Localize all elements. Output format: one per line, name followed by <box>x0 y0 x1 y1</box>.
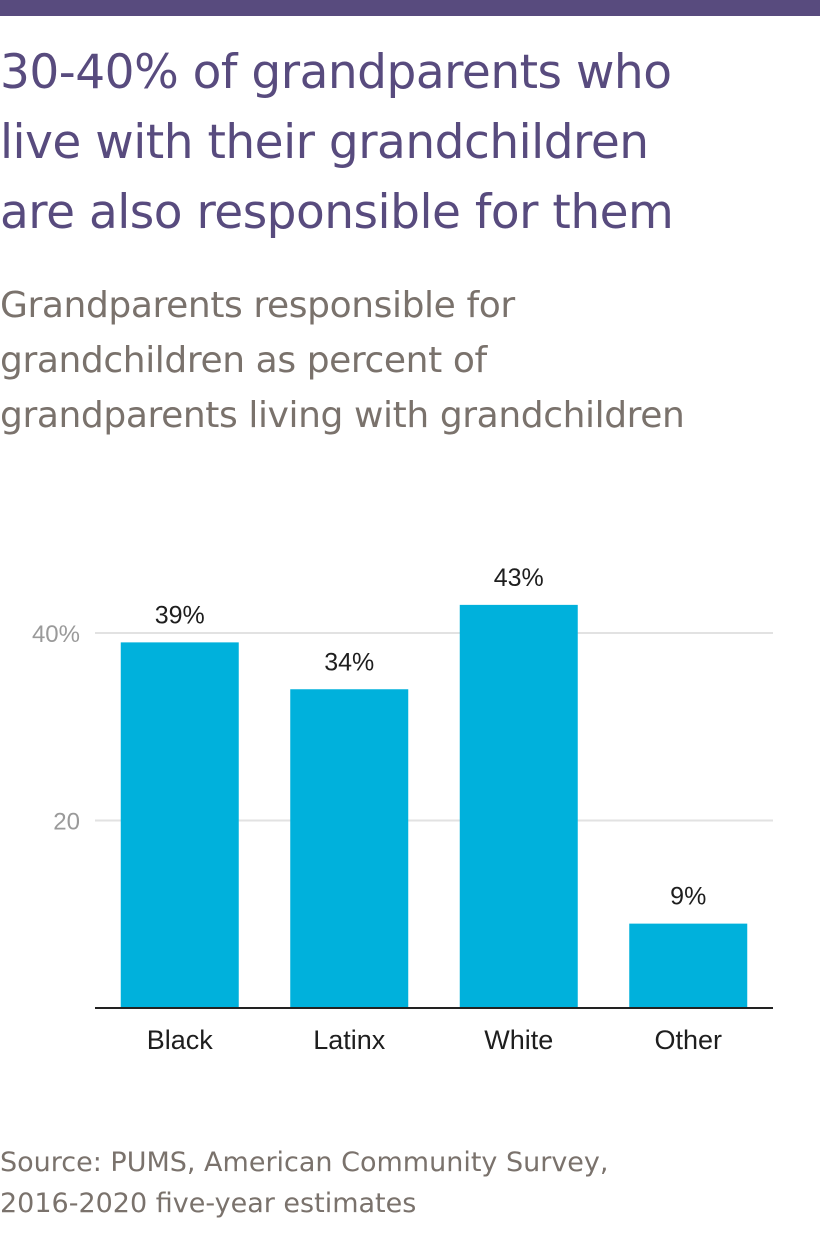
value-label: 39% <box>155 601 205 629</box>
source-note: Source: PUMS, American Community Survey,… <box>0 1147 609 1219</box>
value-label: 9% <box>670 883 706 911</box>
bar-black <box>120 642 239 1008</box>
chart-subtitle: Grandparents responsible for grandchildr… <box>0 285 685 436</box>
top-accent-bar <box>0 0 820 16</box>
x-tick-label: Other <box>654 1025 722 1055</box>
bars <box>120 604 748 1008</box>
value-label: 43% <box>494 564 544 592</box>
y-tick-label: 40% <box>32 621 80 648</box>
x-tick-label: Black <box>147 1025 214 1055</box>
bar-white <box>459 604 578 1008</box>
bar-other <box>629 923 748 1008</box>
bar-chart-svg: 20 40% 39% Black 34% Latinx 43% White 9% Other <box>32 564 773 1055</box>
x-tick-label: Latinx <box>313 1025 386 1055</box>
y-tick-label: 20 <box>53 809 80 836</box>
labels: 20 40% 39% Black 34% Latinx 43% White 9% Other <box>32 564 722 1055</box>
value-label: 34% <box>324 648 374 676</box>
x-tick-label: White <box>484 1025 553 1055</box>
bar-latinx <box>290 689 409 1008</box>
bar-chart: 20 40% 39% Black 34% Latinx 43% White 9% Other <box>0 540 820 1070</box>
chart-title: 30-40% of grandparents who live with the… <box>0 45 674 240</box>
